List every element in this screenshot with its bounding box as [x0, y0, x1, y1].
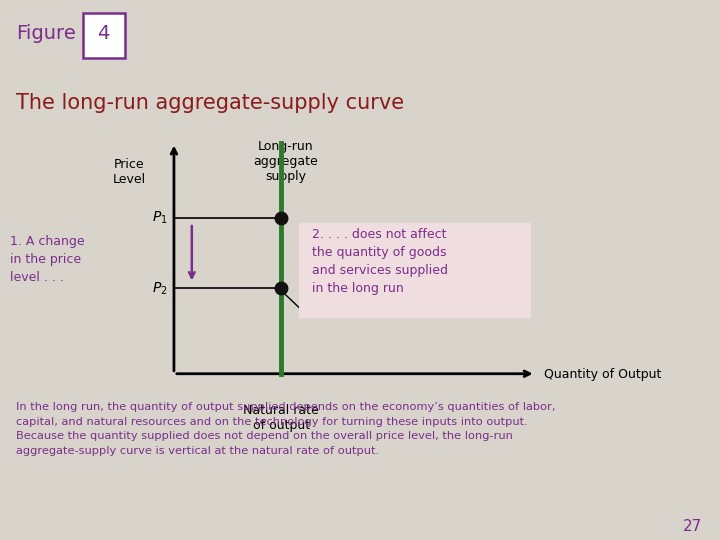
- FancyBboxPatch shape: [83, 12, 125, 58]
- Text: $P_1$: $P_1$: [152, 210, 167, 226]
- Text: The long-run aggregate-supply curve: The long-run aggregate-supply curve: [16, 93, 404, 113]
- Text: 2. . . . does not affect
the quantity of goods
and services supplied
in the long: 2. . . . does not affect the quantity of…: [312, 228, 449, 295]
- Text: Figure: Figure: [16, 24, 76, 43]
- Text: $P_2$: $P_2$: [152, 280, 167, 296]
- Text: In the long run, the quantity of output supplied depends on the economy’s quanti: In the long run, the quantity of output …: [16, 402, 555, 456]
- Text: 27: 27: [683, 518, 702, 534]
- Text: 1. A change
in the price
level . . .: 1. A change in the price level . . .: [10, 235, 85, 284]
- Text: Quantity of Output: Quantity of Output: [544, 368, 662, 381]
- FancyBboxPatch shape: [299, 223, 531, 319]
- Text: 4: 4: [97, 24, 110, 43]
- Text: Long-run
aggregate
supply: Long-run aggregate supply: [253, 140, 318, 183]
- Text: Natural rate
of output: Natural rate of output: [243, 404, 319, 432]
- Text: Price
Level: Price Level: [113, 158, 146, 186]
